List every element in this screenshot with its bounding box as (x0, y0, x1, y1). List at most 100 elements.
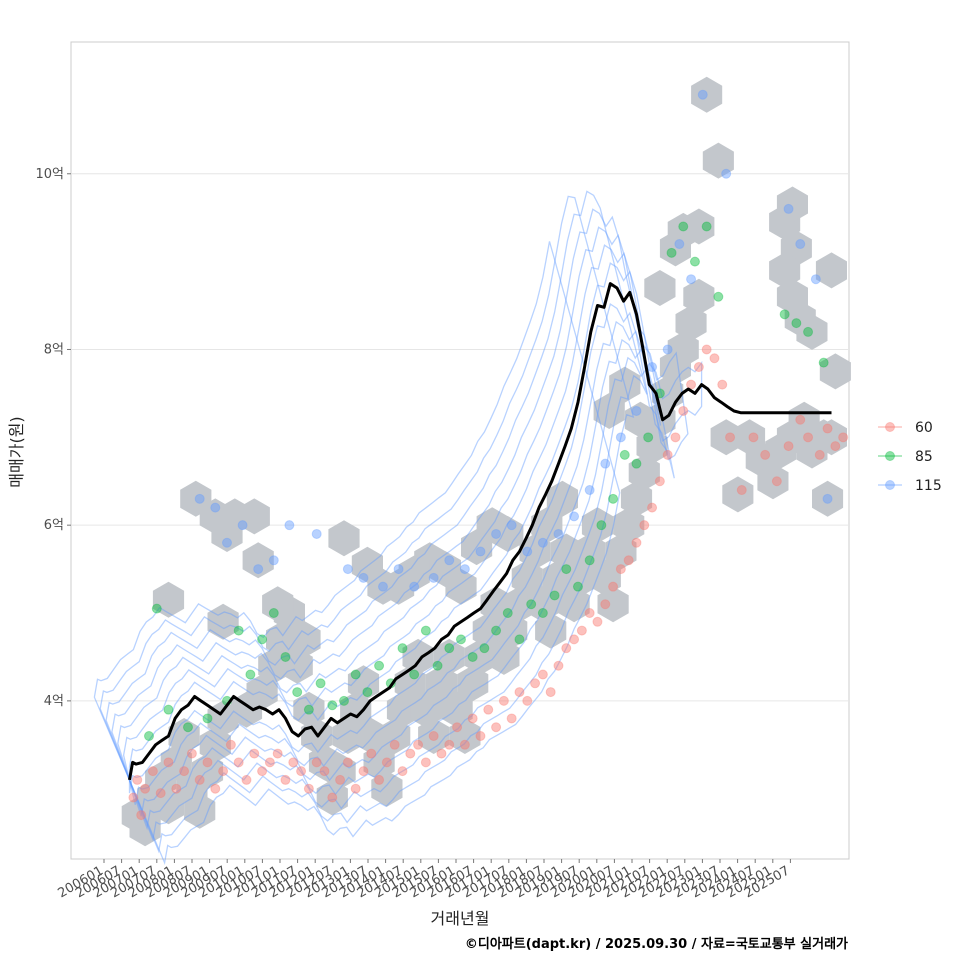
hex-bin (324, 753, 356, 790)
point-115 (810, 274, 821, 285)
point-115 (210, 502, 221, 513)
point-115 (569, 511, 580, 522)
point-85 (350, 669, 361, 680)
point-60 (623, 555, 634, 566)
point-60 (194, 774, 205, 785)
point-85 (596, 520, 607, 531)
point-60 (335, 774, 346, 785)
density-contour (128, 262, 703, 794)
point-60 (475, 731, 486, 742)
point-60 (615, 564, 626, 575)
point-60 (736, 485, 747, 496)
point-115 (662, 344, 673, 355)
point-85 (182, 722, 193, 733)
point-60 (249, 748, 260, 759)
point-115 (311, 528, 322, 539)
point-60 (498, 695, 509, 706)
trend-line (128, 282, 832, 781)
point-115 (342, 564, 353, 575)
point-115 (522, 546, 533, 557)
hex-bin (328, 520, 360, 557)
point-85 (526, 599, 537, 610)
point-85 (803, 326, 814, 337)
point-60 (814, 449, 825, 460)
density-contour (105, 190, 648, 842)
point-60 (128, 792, 139, 803)
hex-bins (121, 76, 851, 847)
hex-bin (683, 208, 715, 245)
point-115 (553, 528, 564, 539)
point-85 (666, 247, 677, 258)
point-115 (428, 572, 439, 583)
hex-bin (289, 621, 321, 658)
point-85 (280, 651, 291, 662)
x-axis-title: 거래년월 (431, 909, 490, 928)
density-contour (93, 241, 621, 865)
point-85 (303, 704, 314, 715)
point-115 (491, 528, 502, 539)
point-60 (288, 757, 299, 768)
point-85 (713, 291, 724, 302)
point-60 (647, 502, 658, 513)
legend-key-115 (885, 480, 895, 490)
y-tick-label: 10억 (35, 167, 64, 182)
point-60 (163, 757, 174, 768)
scatter-points (128, 89, 849, 821)
hex-bin (262, 586, 294, 623)
legend-label: 85 (915, 449, 933, 465)
hex-bin (597, 586, 629, 623)
point-60 (241, 774, 252, 785)
point-60 (545, 687, 556, 698)
point-60 (202, 757, 213, 768)
point-115 (686, 274, 697, 285)
caption: ©디아파트(dapt.kr) / 2025.09.30 / 자료=국토교통부 실… (465, 936, 848, 952)
point-60 (280, 774, 291, 785)
point-60 (272, 748, 283, 759)
point-85 (779, 309, 790, 320)
point-85 (701, 221, 712, 232)
point-115 (221, 537, 232, 548)
point-60 (725, 432, 736, 443)
point-85 (245, 669, 256, 680)
hex-bin (129, 810, 161, 847)
point-60 (491, 722, 502, 733)
point-60 (506, 713, 517, 724)
point-115 (584, 485, 595, 496)
y-tick-label: 4억 (44, 694, 64, 709)
point-60 (296, 766, 307, 777)
point-60 (444, 739, 455, 750)
point-85 (467, 651, 478, 662)
point-60 (397, 766, 408, 777)
point-85 (689, 256, 700, 267)
point-85 (397, 643, 408, 654)
point-60 (514, 687, 525, 698)
point-60 (830, 441, 841, 452)
hex-bin (445, 568, 477, 605)
point-115 (697, 89, 708, 100)
point-85 (292, 687, 303, 698)
point-60 (147, 766, 158, 777)
hex-bin (168, 718, 200, 754)
point-60 (303, 783, 314, 794)
hex-bin (702, 142, 734, 179)
point-115 (537, 537, 548, 548)
point-85 (818, 357, 829, 368)
point-85 (491, 625, 502, 636)
hex-bin (819, 353, 851, 390)
density-contour (122, 244, 689, 805)
point-60 (701, 344, 712, 355)
point-60 (592, 616, 603, 627)
point-60 (210, 783, 221, 794)
point-115 (721, 168, 732, 179)
point-85 (432, 660, 443, 671)
legend-key-60 (885, 422, 895, 432)
point-60 (428, 731, 439, 742)
point-60 (257, 766, 268, 777)
point-60 (366, 748, 377, 759)
point-60 (576, 625, 587, 636)
point-85 (514, 634, 525, 645)
point-85 (233, 625, 244, 636)
point-85 (338, 695, 349, 706)
hex-bin (371, 770, 403, 807)
point-115 (822, 493, 833, 504)
